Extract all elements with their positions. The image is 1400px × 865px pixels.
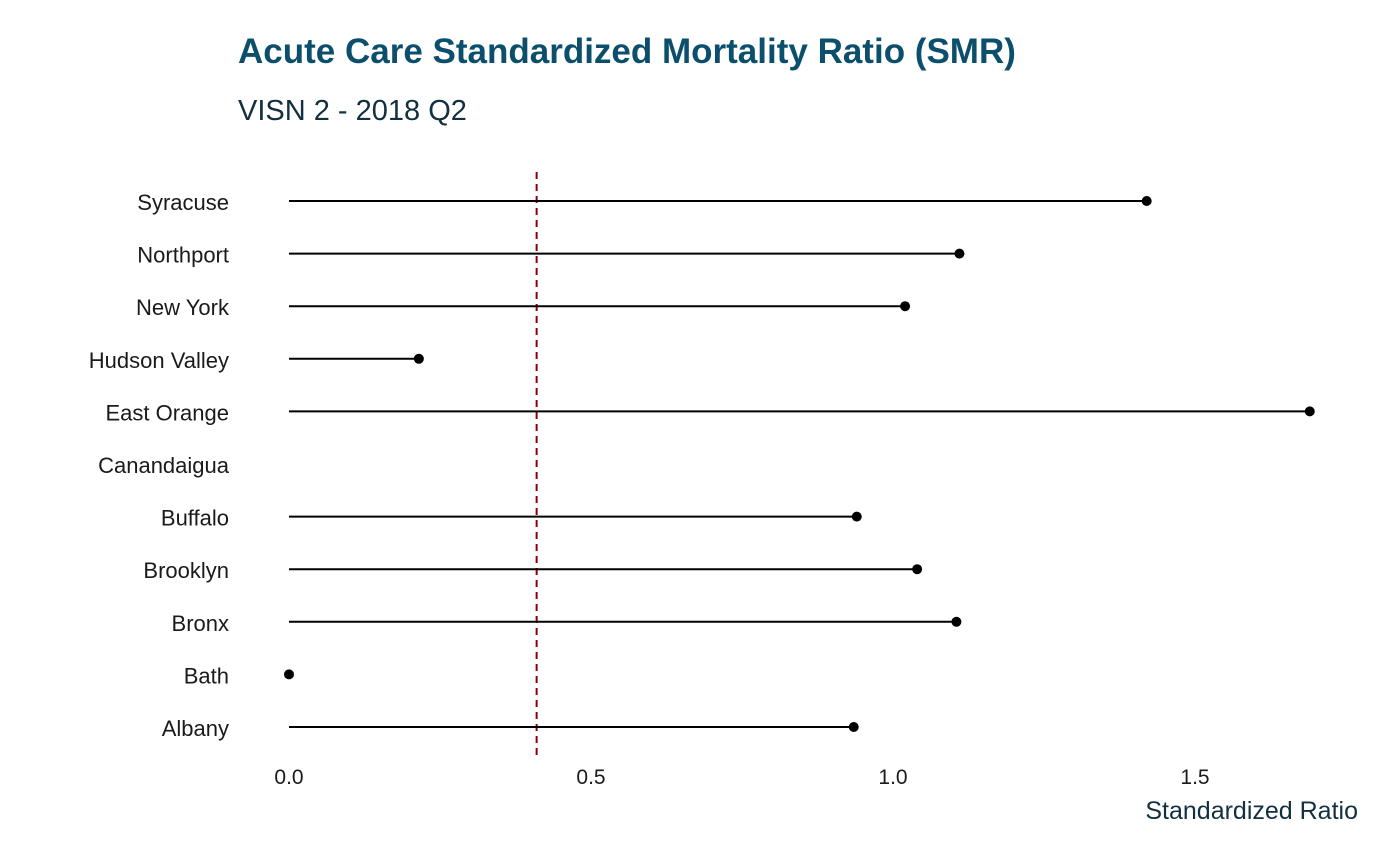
data-point (848, 722, 859, 732)
y-tick-label: Syracuse (137, 190, 229, 215)
y-tick-label: Canandaigua (98, 453, 230, 478)
data-point (851, 511, 862, 522)
data-point (1304, 406, 1315, 417)
points-layer (284, 196, 1315, 732)
x-tick-label: 0.5 (576, 766, 605, 789)
y-tick-label: Hudson Valley (89, 348, 229, 373)
y-tick-label: New York (136, 295, 230, 320)
y-tick-label: Bath (184, 663, 229, 688)
data-point (912, 564, 923, 575)
data-point (413, 353, 424, 364)
data-point (900, 301, 911, 312)
x-axis-ticks: 0.0 0.5 1.0 1.5 (274, 766, 1209, 789)
chart-title: Acute Care Standardized Mortality Ratio … (238, 32, 1016, 71)
data-point (954, 248, 965, 259)
y-tick-label: Buffalo (161, 506, 229, 531)
x-tick-label: 0.0 (274, 766, 303, 789)
y-tick-label: East Orange (105, 400, 229, 425)
y-tick-label: Northport (137, 243, 229, 268)
y-tick-label: Brooklyn (143, 558, 229, 583)
data-point (951, 616, 962, 627)
stems-layer (289, 200, 1310, 728)
y-tick-label: Bronx (172, 611, 229, 636)
chart-subtitle: VISN 2 - 2018 Q2 (238, 95, 467, 127)
data-point (284, 669, 294, 680)
x-tick-label: 1.0 (878, 766, 907, 789)
y-axis-labels: Syracuse Northport New York Hudson Valley Ea… (89, 190, 230, 741)
y-tick-label: Albany (162, 716, 229, 741)
x-tick-label: 1.5 (1180, 766, 1209, 789)
data-point (1141, 196, 1152, 206)
x-axis-title: Standardized Ratio (1145, 797, 1358, 825)
